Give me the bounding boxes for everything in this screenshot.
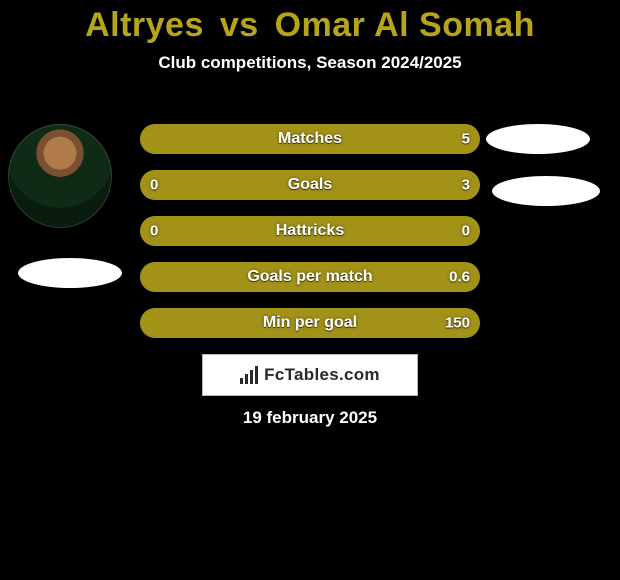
stat-bar: Matches 5	[140, 124, 480, 154]
stat-value-right: 0	[462, 223, 470, 240]
subtitle: Club competitions, Season 2024/2025	[0, 53, 620, 73]
stat-label: Min per goal	[263, 314, 357, 332]
stat-label: Goals per match	[247, 268, 372, 286]
player1-name-placeholder	[18, 258, 122, 288]
stat-value-left: 0	[150, 223, 158, 240]
stat-bar: 0 Hattricks 0	[140, 216, 480, 246]
stat-bar: Goals per match 0.6	[140, 262, 480, 292]
fctables-logo: FcTables.com	[202, 354, 418, 396]
stat-bars: Matches 5 0 Goals 3 0 Hattricks 0 Goals …	[140, 124, 480, 338]
logo-text: FcTables.com	[264, 365, 380, 385]
player1-avatar	[8, 124, 112, 228]
title-player1: Altryes	[85, 6, 204, 44]
player2-name-placeholder	[492, 176, 600, 206]
stat-value-right: 0.6	[449, 269, 470, 286]
stat-value-left: 0	[150, 177, 158, 194]
title-vs: vs	[220, 6, 259, 44]
date-text: 19 february 2025	[0, 408, 620, 428]
title-player2: Omar Al Somah	[275, 6, 535, 44]
stat-value-right: 5	[462, 131, 470, 148]
stat-bar: 0 Goals 3	[140, 170, 480, 200]
stat-label: Hattricks	[276, 222, 344, 240]
stat-value-right: 3	[462, 177, 470, 194]
comparison-title: Altryes vs Omar Al Somah	[0, 0, 620, 45]
player2-avatar-placeholder	[486, 124, 590, 154]
stat-value-right: 150	[445, 315, 470, 332]
bar-chart-icon	[240, 366, 258, 384]
stat-label: Matches	[278, 130, 342, 148]
stat-label: Goals	[288, 176, 332, 194]
stat-bar: Min per goal 150	[140, 308, 480, 338]
